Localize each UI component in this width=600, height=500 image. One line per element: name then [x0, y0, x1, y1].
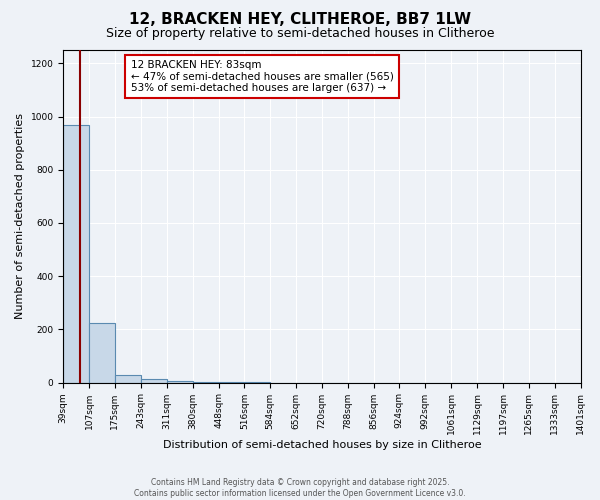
Y-axis label: Number of semi-detached properties: Number of semi-detached properties [15, 114, 25, 320]
Bar [89, 322, 115, 382]
X-axis label: Distribution of semi-detached houses by size in Clitheroe: Distribution of semi-detached houses by … [163, 440, 481, 450]
Text: 12 BRACKEN HEY: 83sqm
← 47% of semi-detached houses are smaller (565)
53% of sem: 12 BRACKEN HEY: 83sqm ← 47% of semi-deta… [131, 60, 394, 93]
Text: Contains HM Land Registry data © Crown copyright and database right 2025.
Contai: Contains HM Land Registry data © Crown c… [134, 478, 466, 498]
Bar [63, 124, 89, 382]
Bar [141, 378, 167, 382]
Text: 12, BRACKEN HEY, CLITHEROE, BB7 1LW: 12, BRACKEN HEY, CLITHEROE, BB7 1LW [129, 12, 471, 28]
Text: Size of property relative to semi-detached houses in Clitheroe: Size of property relative to semi-detach… [106, 28, 494, 40]
Bar [115, 374, 141, 382]
